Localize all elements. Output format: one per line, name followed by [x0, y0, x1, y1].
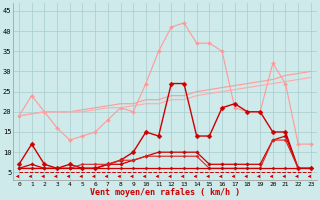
X-axis label: Vent moyen/en rafales ( km/h ): Vent moyen/en rafales ( km/h ) — [90, 188, 240, 197]
